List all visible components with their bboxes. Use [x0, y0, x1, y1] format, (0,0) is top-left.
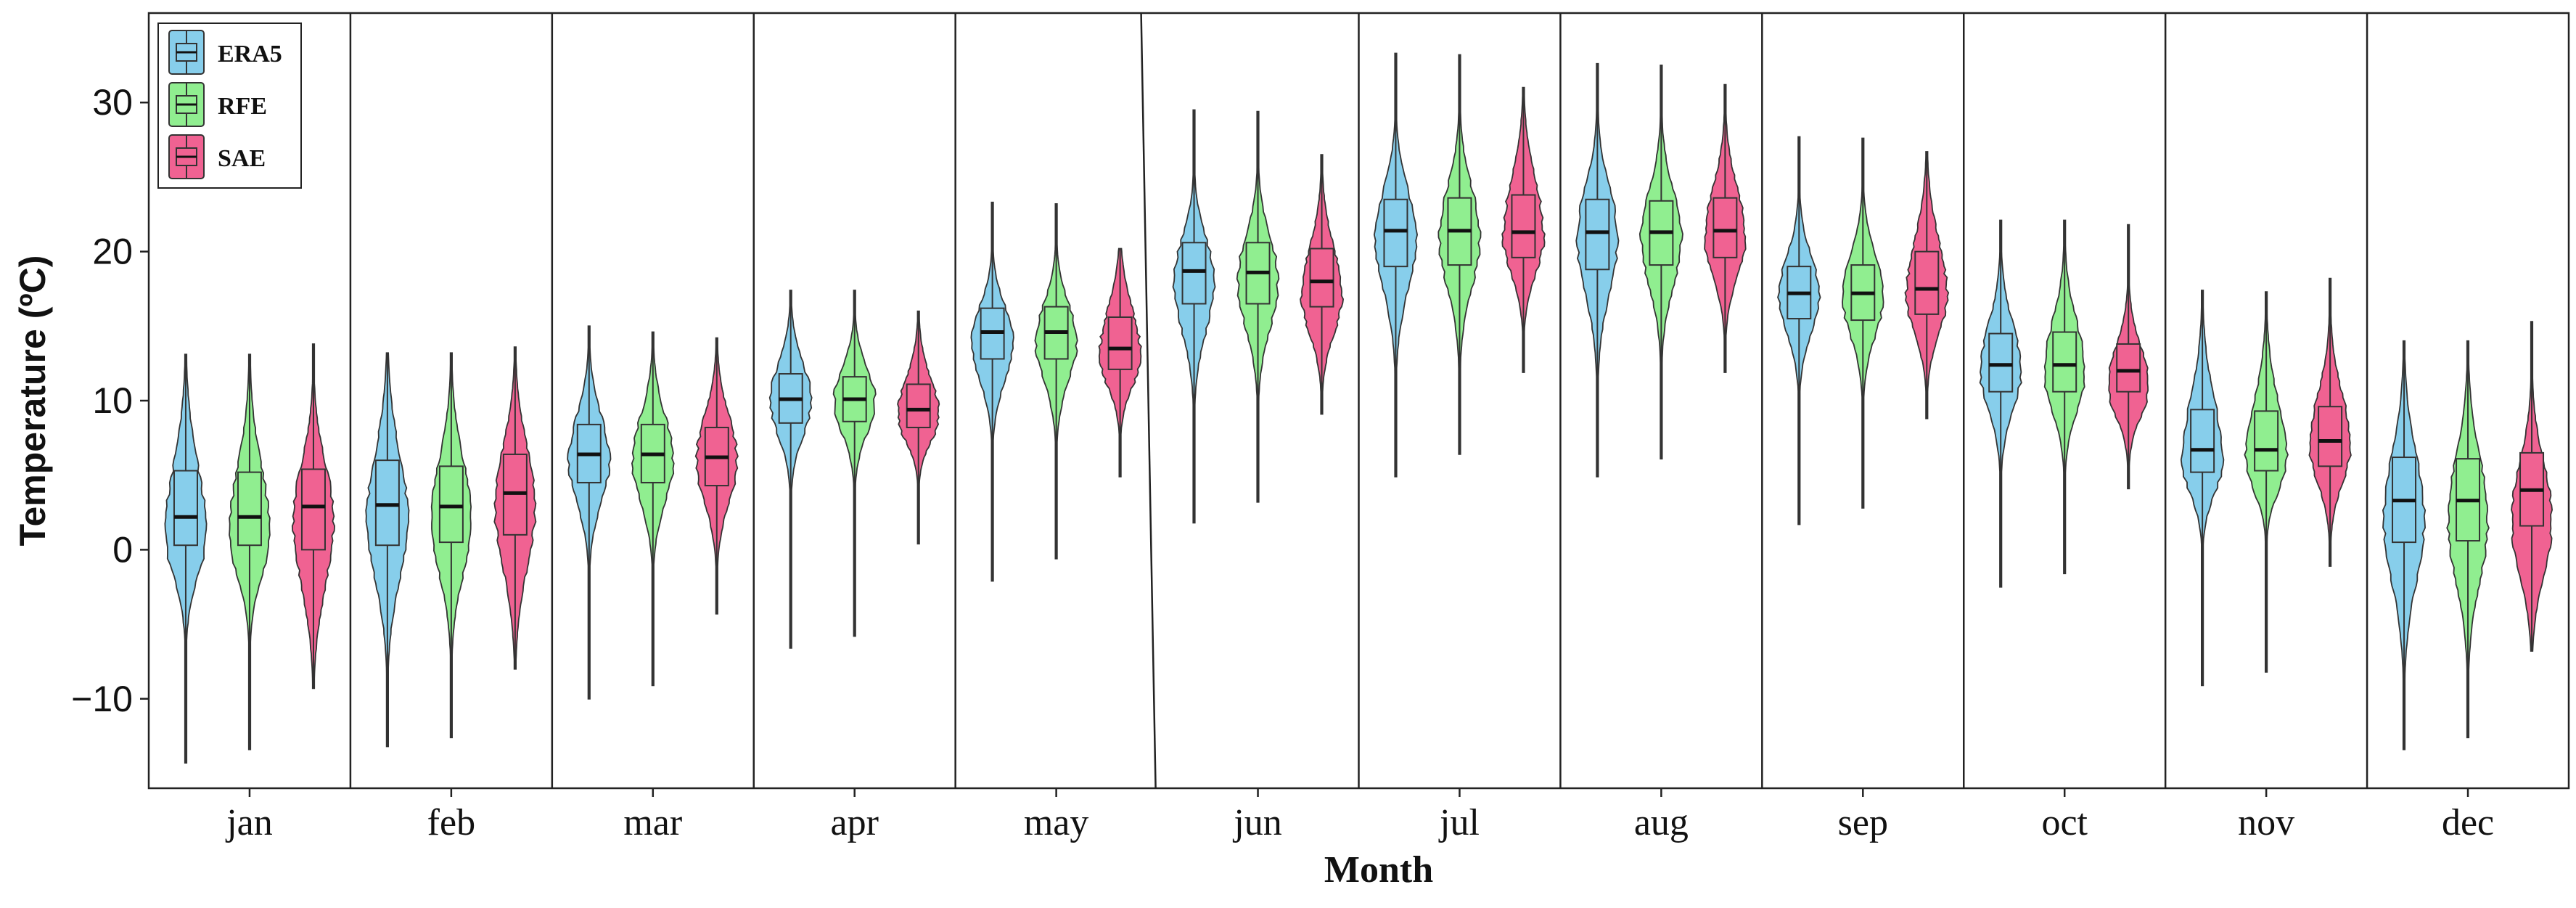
violin-rfe-apr	[832, 290, 877, 637]
violin-era5-jan	[164, 353, 208, 764]
violin-iqr-box	[1181, 242, 1207, 305]
violin-rfe-dec	[2446, 340, 2490, 739]
violin-iqr-box	[173, 470, 198, 547]
violin-era5-sep	[1777, 136, 1821, 525]
violin-iqr-box	[1914, 250, 1940, 315]
violin-iqr-box	[438, 465, 464, 544]
violin-rfe-may	[1034, 203, 1078, 560]
violin-sae-oct	[2108, 224, 2149, 490]
legend: ERA5 RFE SAE	[157, 23, 302, 189]
violin-era5-dec	[2382, 340, 2427, 750]
violin-rfe-feb	[430, 352, 472, 739]
facet-dividers	[349, 12, 2368, 789]
y-tick-label: 20	[92, 232, 133, 272]
violin-iqr-box	[2254, 410, 2279, 472]
violin-sae-apr	[897, 310, 940, 545]
x-tick-label: dec	[2442, 802, 2494, 843]
x-tick-label: sep	[1838, 802, 1888, 843]
violin-rfe-jul	[1437, 54, 1482, 455]
x-tick-label: feb	[427, 802, 475, 843]
y-tick-label: 30	[92, 82, 133, 123]
violin-era5-jul	[1373, 52, 1419, 478]
x-tick-label: mar	[623, 802, 682, 843]
x-tick-label: jan	[225, 802, 273, 843]
legend-label-era5: ERA5	[218, 41, 282, 68]
x-axis: jan feb mar apr may jun jul aug sep oct nov dec	[225, 788, 2494, 843]
y-tick-label: 10	[92, 380, 133, 421]
legend-key-rfe	[168, 82, 205, 127]
violin-sae-sep	[1904, 151, 1950, 420]
violin-sae-nov	[2308, 277, 2352, 567]
violin-iqr-box	[1107, 316, 1133, 370]
violin-sae-jun	[1300, 154, 1345, 415]
violin-rfe-nov	[2244, 291, 2289, 673]
violin-era5-oct	[1979, 219, 2022, 588]
violin-sae-jul	[1501, 86, 1546, 373]
y-tick-label: 0	[112, 529, 133, 570]
x-axis-label: Month	[1324, 849, 1433, 891]
violin-era5-may	[970, 201, 1014, 582]
legend-entry-era5: ERA5	[168, 30, 282, 75]
violin-iqr-box	[374, 459, 400, 547]
x-tick-label: jun	[1232, 802, 1281, 843]
y-axis: −10 0 10 20 30	[71, 82, 149, 719]
violins-layer	[164, 52, 2554, 764]
violin-era5-apr	[768, 290, 813, 649]
violin-rfe-oct	[2043, 219, 2085, 575]
x-tick-label: jul	[1438, 802, 1480, 843]
x-tick-label: nov	[2238, 802, 2294, 843]
violin-iqr-box	[237, 471, 262, 547]
x-tick-label: aug	[1634, 802, 1689, 843]
y-tick-label: −10	[71, 679, 133, 719]
violin-era5-jun	[1172, 109, 1216, 524]
legend-entry-rfe: RFE	[168, 82, 267, 127]
violin-sae-feb	[493, 346, 537, 670]
violin-iqr-box	[1712, 197, 1738, 258]
violin-era5-nov	[2180, 290, 2225, 687]
x-tick-label: may	[1024, 802, 1089, 843]
violin-rfe-mar	[631, 331, 675, 687]
violin-sae-jan	[291, 343, 336, 690]
violin-iqr-box	[1585, 198, 1610, 271]
y-axis-label: Temperature (ºC)	[12, 255, 53, 547]
violin-era5-aug	[1575, 62, 1620, 478]
x-tick-label: oct	[2041, 802, 2088, 843]
violin-sae-may	[1098, 248, 1142, 478]
facet-divider	[1140, 12, 1157, 789]
violin-iqr-box	[1383, 198, 1408, 268]
violin-era5-feb	[365, 352, 410, 748]
legend-label-sae: SAE	[218, 145, 266, 172]
violin-rfe-sep	[1842, 137, 1884, 509]
x-tick-label: apr	[831, 802, 879, 843]
violin-iqr-box	[1511, 194, 1536, 258]
legend-entry-sae: SAE	[168, 134, 266, 179]
violin-sae-mar	[694, 337, 739, 615]
violin-rfe-jun	[1236, 110, 1280, 503]
violin-iqr-box	[2116, 343, 2141, 393]
violin-iqr-box	[1309, 248, 1334, 308]
violin-iqr-box	[906, 383, 931, 428]
violin-sae-dec	[2511, 321, 2554, 652]
violin-rfe-jan	[229, 353, 271, 750]
legend-key-era5	[168, 30, 205, 75]
violin-era5-mar	[567, 325, 612, 700]
violin-iqr-box	[2318, 406, 2343, 467]
violin-iqr-box	[2052, 331, 2077, 393]
violin-rfe-aug	[1638, 65, 1683, 459]
violin-iqr-box	[300, 468, 326, 551]
legend-key-sae	[168, 134, 205, 179]
violin-sae-aug	[1704, 83, 1747, 373]
violin-iqr-box	[1988, 332, 2014, 393]
violin-iqr-box	[2190, 409, 2215, 473]
legend-label-rfe: RFE	[218, 93, 267, 120]
